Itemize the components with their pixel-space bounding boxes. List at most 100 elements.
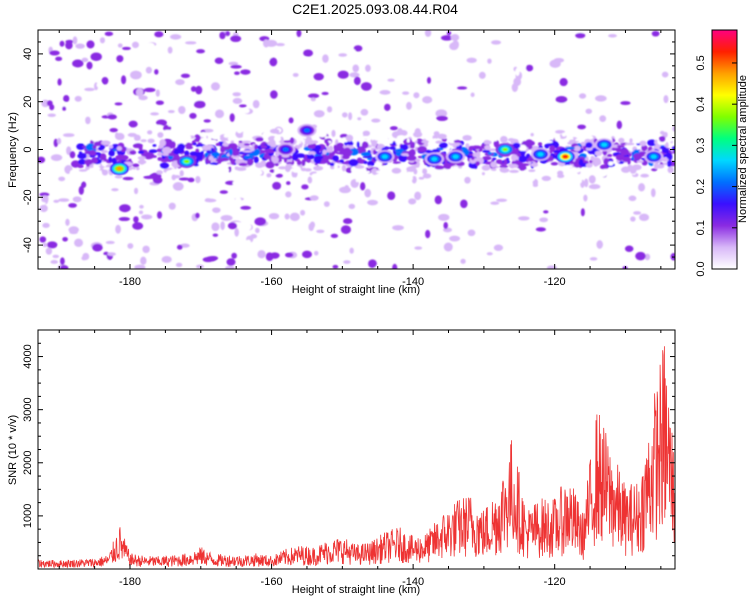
spectrogram-cell bbox=[39, 192, 50, 197]
spectrogram-cell bbox=[460, 199, 468, 209]
spectrogram-cell bbox=[364, 170, 371, 174]
spectrogram-cell bbox=[125, 34, 135, 43]
spectrogram-cell bbox=[286, 127, 292, 134]
spectrogram-cell bbox=[329, 162, 335, 167]
spectrogram-cell bbox=[340, 225, 351, 234]
spectrogram-cell bbox=[148, 149, 158, 154]
spectrogram-cell bbox=[580, 208, 585, 217]
spectrogram-cell bbox=[413, 92, 420, 99]
spectrogram-cell bbox=[453, 166, 459, 173]
spectrogram-cell bbox=[479, 127, 489, 135]
spectrogram-cell bbox=[50, 154, 63, 161]
spectrogram-cell bbox=[278, 53, 289, 62]
colorbar-tick-label: 0.4 bbox=[695, 97, 707, 112]
spectrogram-cell bbox=[68, 226, 79, 234]
spectrogram-cell bbox=[113, 148, 117, 152]
spectrogram-x-ticks: -180 -160 -140 -120 bbox=[58, 30, 662, 288]
spectrogram-cell bbox=[85, 116, 91, 125]
spectrogram-cell bbox=[339, 186, 351, 194]
spectrogram-cell bbox=[208, 139, 217, 143]
spectrogram-cell bbox=[591, 142, 595, 149]
spectrogram-cell bbox=[57, 78, 62, 86]
spectrogram-cell bbox=[670, 56, 675, 66]
snr-x-ticks: -180 -160 -140 -120 bbox=[58, 330, 662, 588]
spectrogram-cell bbox=[133, 216, 139, 223]
spectrogram-y-tick-label: 20 bbox=[22, 96, 34, 108]
spectrogram-cell bbox=[84, 159, 94, 165]
spectrogram-cell bbox=[111, 157, 116, 164]
spectrogram-hotspot bbox=[537, 152, 544, 157]
spectrogram-cell bbox=[438, 88, 448, 93]
spectrogram-cell bbox=[313, 165, 324, 171]
spectrogram-cell bbox=[55, 56, 63, 62]
spectrogram-cell bbox=[73, 176, 82, 185]
spectrogram-cell bbox=[391, 167, 402, 174]
spectrogram-cell bbox=[231, 252, 237, 259]
spectrogram-cell bbox=[542, 166, 552, 175]
spectrogram-cell bbox=[114, 102, 123, 106]
spectrogram-cell bbox=[585, 108, 593, 114]
spectrogram-cell bbox=[406, 171, 414, 178]
spectrogram-cell bbox=[214, 201, 223, 206]
spectrogram-x-tick-label: -160 bbox=[261, 276, 283, 288]
spectrogram-cell bbox=[208, 155, 214, 161]
spectrogram-cell bbox=[422, 168, 428, 175]
spectrogram-cell bbox=[231, 173, 239, 179]
spectrogram-cell bbox=[506, 189, 515, 197]
spectrogram-cell bbox=[108, 149, 116, 157]
spectrogram-cell bbox=[239, 104, 247, 108]
spectrogram-cell bbox=[314, 145, 322, 151]
spectrogram-cell bbox=[167, 121, 172, 127]
spectrogram-hotspot bbox=[452, 154, 459, 159]
spectrogram-cell bbox=[375, 170, 385, 174]
spectrogram-cell bbox=[336, 142, 344, 148]
spectrogram-cell bbox=[338, 53, 348, 57]
spectrogram-cell bbox=[343, 260, 351, 264]
spectrogram-cell bbox=[226, 258, 236, 266]
spectrogram-cell bbox=[397, 162, 408, 169]
spectrogram-cell bbox=[136, 167, 140, 171]
spectrogram-cell bbox=[193, 134, 201, 143]
spectrogram-cell bbox=[138, 144, 143, 151]
spectrogram-cell bbox=[309, 195, 319, 201]
spectrogram-cell bbox=[307, 143, 316, 149]
spectrogram-cell bbox=[292, 72, 299, 77]
spectrogram-cell bbox=[484, 144, 491, 151]
spectrogram-cell bbox=[147, 138, 155, 144]
spectrogram-cell bbox=[541, 175, 552, 182]
spectrogram-cell bbox=[661, 157, 670, 162]
spectrogram-cell bbox=[499, 167, 510, 173]
spectrogram-cell bbox=[238, 140, 243, 144]
spectrogram-cell bbox=[283, 140, 292, 143]
spectrogram-cell bbox=[201, 247, 213, 254]
spectrogram-cell bbox=[285, 175, 292, 180]
spectrogram-cell bbox=[228, 61, 239, 66]
spectrogram-cell bbox=[628, 195, 637, 202]
spectrogram-cell bbox=[129, 150, 137, 155]
spectrogram-cell bbox=[300, 209, 306, 216]
colorbar-tick-label: 0.0 bbox=[695, 261, 707, 276]
spectrogram-cell bbox=[291, 177, 297, 185]
spectrogram-cell bbox=[633, 153, 643, 160]
spectrogram-cell bbox=[326, 106, 333, 113]
spectrogram-cell bbox=[314, 155, 324, 160]
spectrogram-y-label: Frequency (Hz) bbox=[7, 112, 19, 188]
spectrogram-cell bbox=[392, 225, 404, 231]
spectrogram-cell bbox=[240, 205, 252, 210]
spectrogram-cell bbox=[616, 145, 625, 148]
spectrogram-cell bbox=[387, 78, 395, 82]
spectrogram-cell bbox=[300, 78, 310, 88]
spectrogram-cell bbox=[482, 149, 491, 153]
spectrogram-cell bbox=[116, 154, 124, 161]
spectrogram-cell bbox=[348, 203, 356, 210]
spectrogram-cell bbox=[492, 220, 497, 225]
spectrogram-cell bbox=[339, 159, 344, 163]
spectrogram-cell bbox=[273, 135, 281, 142]
spectrogram-cell bbox=[577, 178, 582, 184]
spectrogram-cell bbox=[214, 57, 224, 64]
spectrogram-cell bbox=[439, 142, 448, 149]
spectrogram-cell bbox=[64, 173, 69, 178]
spectrogram-cell bbox=[142, 245, 150, 254]
spectrogram-cell bbox=[227, 137, 236, 141]
spectrogram-cell bbox=[471, 83, 479, 88]
